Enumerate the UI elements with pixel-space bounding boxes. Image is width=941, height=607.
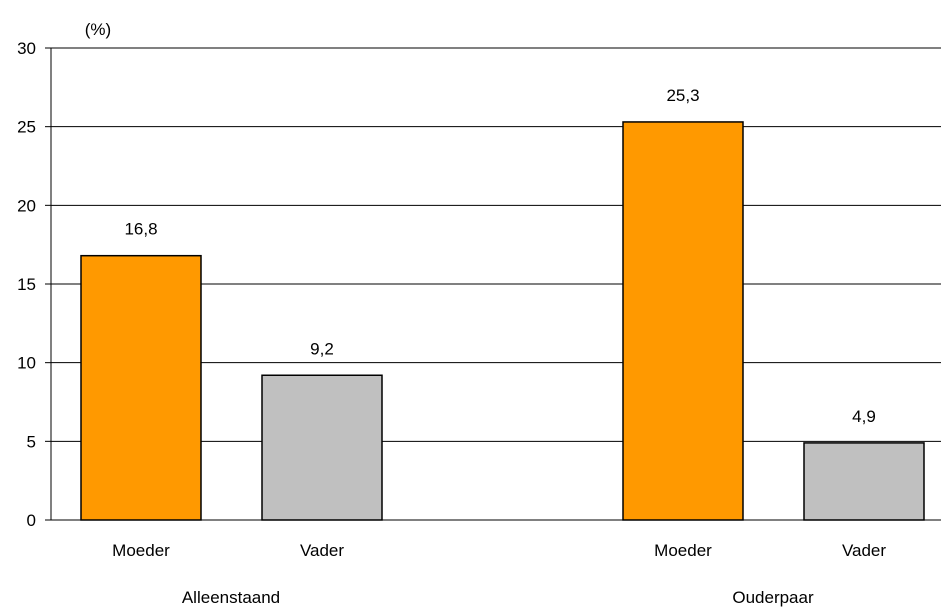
data-label: 4,9 [852,407,876,426]
x-category-label: Vader [842,541,886,560]
data-label: 16,8 [124,220,157,239]
y-tick-label: 30 [17,39,36,58]
y-tick-label: 5 [27,432,36,451]
bar-vader [261,374,383,521]
bar-vader [803,442,925,521]
y-tick-label: 15 [17,275,36,294]
bar-moeder [622,121,744,521]
y-tick-label: 25 [17,118,36,137]
x-category-label: Moeder [654,541,712,560]
bars [80,121,925,521]
x-group-label: Ouderpaar [732,588,814,607]
y-tick-label: 20 [17,196,36,215]
y-tick-label: 10 [17,354,36,373]
x-category-label: Moeder [112,541,170,560]
y-tick-label: 0 [27,511,36,530]
labels: 0 5 10 15 20 25 30 16,8 Moeder 9,2 Vader Alleenstaa… [17,39,886,607]
y-unit-label: (%) [85,20,111,39]
axes [45,47,941,521]
x-group-label: Alleenstaand [182,588,280,607]
x-category-label: Vader [300,541,344,560]
data-label: 25,3 [666,86,699,105]
data-label: 9,2 [310,339,334,358]
bar-moeder [80,254,202,521]
